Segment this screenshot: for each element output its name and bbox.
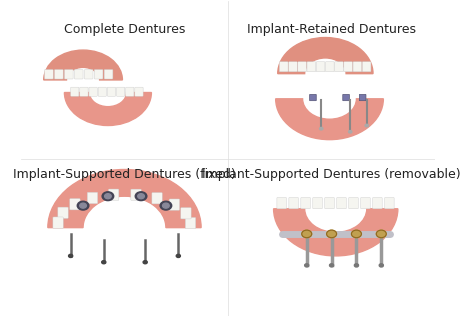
FancyBboxPatch shape (181, 208, 191, 219)
FancyBboxPatch shape (131, 189, 141, 200)
Wedge shape (64, 93, 151, 126)
FancyBboxPatch shape (279, 62, 288, 72)
Circle shape (348, 131, 352, 133)
Wedge shape (276, 99, 383, 140)
FancyBboxPatch shape (362, 62, 371, 72)
FancyBboxPatch shape (313, 197, 322, 209)
Circle shape (105, 194, 111, 199)
FancyBboxPatch shape (135, 87, 143, 96)
FancyBboxPatch shape (326, 62, 334, 72)
FancyBboxPatch shape (316, 62, 325, 72)
FancyBboxPatch shape (349, 197, 358, 209)
FancyBboxPatch shape (353, 62, 362, 72)
Circle shape (102, 261, 106, 264)
FancyBboxPatch shape (298, 62, 307, 72)
FancyBboxPatch shape (89, 87, 97, 96)
Wedge shape (48, 170, 201, 228)
FancyBboxPatch shape (71, 87, 79, 96)
Circle shape (305, 264, 309, 267)
FancyBboxPatch shape (301, 197, 310, 209)
Circle shape (355, 264, 358, 267)
FancyBboxPatch shape (344, 62, 353, 72)
FancyBboxPatch shape (58, 207, 68, 218)
Circle shape (302, 230, 312, 238)
Text: Implant-Supported Dentures (removable): Implant-Supported Dentures (removable) (202, 168, 461, 181)
FancyBboxPatch shape (359, 94, 366, 101)
FancyBboxPatch shape (53, 217, 63, 228)
FancyBboxPatch shape (45, 69, 53, 79)
Circle shape (143, 261, 147, 264)
Circle shape (102, 192, 114, 201)
FancyBboxPatch shape (384, 197, 394, 209)
FancyBboxPatch shape (361, 197, 370, 209)
Wedge shape (273, 209, 398, 256)
FancyBboxPatch shape (87, 192, 98, 204)
Circle shape (351, 230, 361, 238)
Circle shape (160, 201, 172, 210)
Circle shape (163, 203, 169, 208)
FancyBboxPatch shape (337, 197, 346, 209)
Circle shape (327, 230, 337, 238)
Circle shape (69, 254, 73, 257)
FancyBboxPatch shape (373, 197, 382, 209)
FancyBboxPatch shape (94, 69, 103, 79)
Circle shape (376, 230, 386, 238)
FancyBboxPatch shape (84, 69, 93, 79)
Wedge shape (44, 50, 122, 80)
Circle shape (319, 127, 323, 130)
Text: Implant-Supported Dentures (fixed): Implant-Supported Dentures (fixed) (13, 168, 236, 181)
Circle shape (80, 203, 86, 208)
Circle shape (135, 192, 147, 201)
FancyBboxPatch shape (80, 87, 88, 96)
Circle shape (379, 264, 383, 267)
FancyBboxPatch shape (107, 87, 116, 96)
Wedge shape (278, 37, 373, 74)
FancyBboxPatch shape (98, 87, 107, 96)
FancyBboxPatch shape (277, 197, 286, 209)
FancyBboxPatch shape (185, 217, 196, 229)
FancyBboxPatch shape (70, 198, 80, 210)
Text: Complete Dentures: Complete Dentures (64, 23, 185, 36)
FancyBboxPatch shape (307, 62, 316, 72)
Circle shape (329, 264, 334, 267)
Circle shape (176, 254, 181, 257)
FancyBboxPatch shape (74, 69, 83, 79)
FancyBboxPatch shape (343, 94, 349, 101)
FancyBboxPatch shape (109, 189, 119, 200)
FancyBboxPatch shape (126, 87, 134, 96)
Circle shape (138, 194, 145, 199)
Text: Implant-Retained Dentures: Implant-Retained Dentures (247, 23, 416, 36)
Circle shape (365, 124, 368, 127)
FancyBboxPatch shape (289, 62, 297, 72)
FancyBboxPatch shape (169, 199, 180, 210)
FancyBboxPatch shape (104, 69, 113, 79)
FancyBboxPatch shape (310, 94, 316, 101)
FancyBboxPatch shape (117, 87, 125, 96)
FancyBboxPatch shape (152, 193, 162, 204)
FancyBboxPatch shape (325, 197, 334, 209)
Circle shape (77, 201, 89, 210)
FancyBboxPatch shape (335, 62, 343, 72)
FancyBboxPatch shape (55, 69, 63, 79)
FancyBboxPatch shape (289, 197, 299, 209)
FancyBboxPatch shape (64, 69, 73, 79)
